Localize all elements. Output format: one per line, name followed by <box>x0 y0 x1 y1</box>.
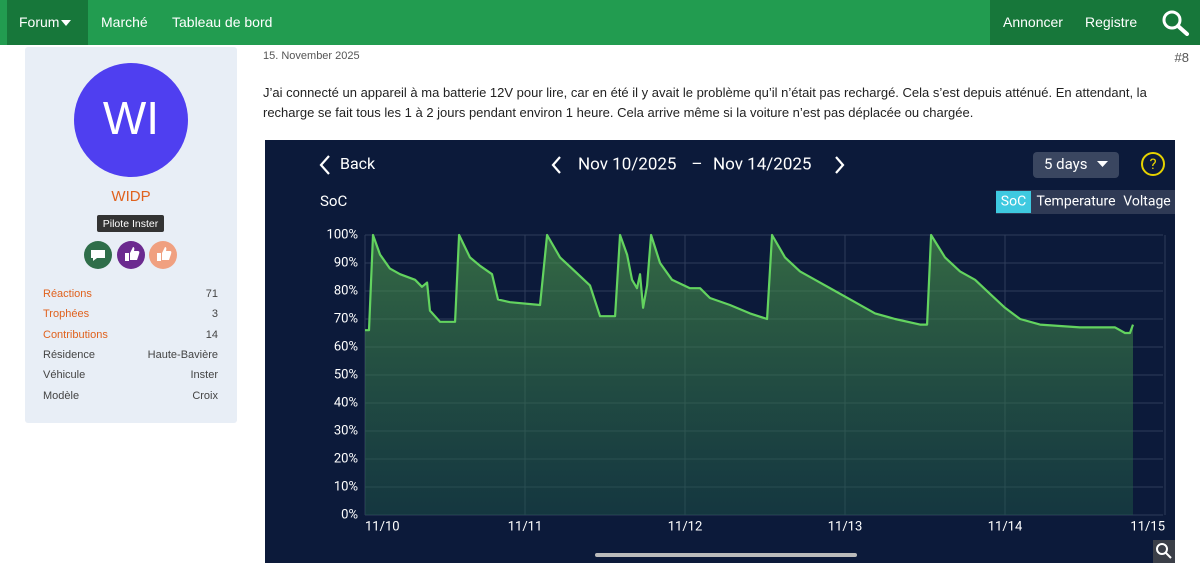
post-number[interactable]: #8 <box>1174 50 1189 65</box>
caret-icon <box>61 20 71 26</box>
range-start: Nov 10/2025 <box>578 154 677 174</box>
stat-value: Inster <box>190 369 218 382</box>
x-tick-label: 11/14 <box>988 519 1023 534</box>
stat-row: Résidence Haute-Bavière <box>43 349 218 361</box>
tab[interactable]: SoC <box>1001 194 1026 210</box>
stat-label: Modèle <box>43 389 80 402</box>
y-axis-label: SoC <box>320 192 347 210</box>
post-line: recharge se fait tous les 1 à 2 jours pe… <box>263 105 974 120</box>
post-date: 15. November 2025 <box>263 50 360 62</box>
stat-row: Modèle Croix <box>43 390 218 402</box>
user-name[interactable]: WIDP <box>111 188 150 205</box>
x-tick-label: 11/12 <box>668 519 703 534</box>
y-tick-label: 90% <box>334 255 358 270</box>
stat-value: Haute-Bavière <box>147 348 218 361</box>
stat-label: Contributions <box>43 328 108 341</box>
nav-marche[interactable]: Marché <box>101 14 148 30</box>
x-tick-label: 11/11 <box>508 519 543 534</box>
nav-announce[interactable]: Annoncer <box>1003 14 1063 30</box>
search-icon[interactable] <box>1162 10 1190 36</box>
top-nav: Forum Marché Tableau de bord Annoncer Re… <box>0 0 1200 45</box>
soc-chart: Back Nov 10/2025 – Nov 14/2025 5 days ? … <box>265 140 1175 563</box>
y-tick-label: 60% <box>334 339 358 354</box>
stat-label: Trophées <box>43 308 90 321</box>
avatar[interactable] <box>74 63 188 177</box>
badge-bg <box>97 215 164 232</box>
stat-row: Réactions 71 <box>43 288 218 300</box>
nav-active-bg <box>7 0 88 45</box>
x-tick-label: 11/13 <box>828 519 863 534</box>
stat-value: 71 <box>205 288 218 300</box>
tab[interactable]: Temperature <box>1036 194 1115 210</box>
range-button-label: 5 days <box>1044 155 1088 173</box>
post-line: J’ai connecté un appareil à ma batterie … <box>263 85 1147 100</box>
y-tick-label: 70% <box>334 311 358 326</box>
nav-register[interactable]: Registre <box>1085 14 1138 30</box>
user-card: WI WIDP Pilote Inster Réactions 71 Trophée… <box>25 47 237 423</box>
y-tick-label: 0% <box>341 507 358 522</box>
stat-row: Trophées 3 <box>43 308 218 320</box>
y-tick-label: 80% <box>334 283 358 298</box>
scrollbar[interactable] <box>595 553 857 557</box>
stat-value: Croix <box>192 389 218 402</box>
y-tick-label: 20% <box>334 451 358 466</box>
stat-row: Contributions 14 <box>43 329 218 341</box>
y-tick-label: 40% <box>334 395 358 410</box>
range-button[interactable] <box>1033 152 1119 178</box>
y-tick-label: 30% <box>334 423 358 438</box>
tab[interactable]: Voltage <box>1123 194 1170 210</box>
range-separator: – <box>691 154 702 174</box>
stat-label: Véhicule <box>43 369 86 382</box>
nav-forum[interactable]: Forum <box>19 14 60 30</box>
soc-line <box>365 233 1135 335</box>
stat-label: Réactions <box>43 288 92 300</box>
stat-row: Véhicule Inster <box>43 369 218 381</box>
soc-area <box>365 235 1133 515</box>
tab-active-bg <box>996 191 1031 213</box>
y-tick-label: 100% <box>327 227 358 242</box>
stat-value: 14 <box>205 328 218 341</box>
help-label: ? <box>1149 155 1156 173</box>
stat-label: Résidence <box>43 348 95 361</box>
y-tick-label: 50% <box>334 367 358 382</box>
back-label[interactable]: Back <box>340 154 376 173</box>
nav-dashboard[interactable]: Tableau de bord <box>172 14 273 30</box>
y-tick-label: 10% <box>334 479 358 494</box>
x-tick-label: 11/10 <box>365 519 400 534</box>
avatar-initials: WI <box>103 92 159 144</box>
user-badge: Pilote Inster <box>103 218 159 230</box>
stat-value: 3 <box>211 308 218 321</box>
prev-icon[interactable] <box>551 156 561 174</box>
back-icon[interactable] <box>319 155 330 175</box>
next-icon[interactable] <box>835 156 845 174</box>
x-tick-label: 11/15 <box>1130 519 1165 534</box>
help-icon[interactable] <box>1141 152 1165 176</box>
range-end: Nov 14/2025 <box>713 154 812 174</box>
user-graphics: WI WIDP Pilote Inster <box>74 63 188 269</box>
